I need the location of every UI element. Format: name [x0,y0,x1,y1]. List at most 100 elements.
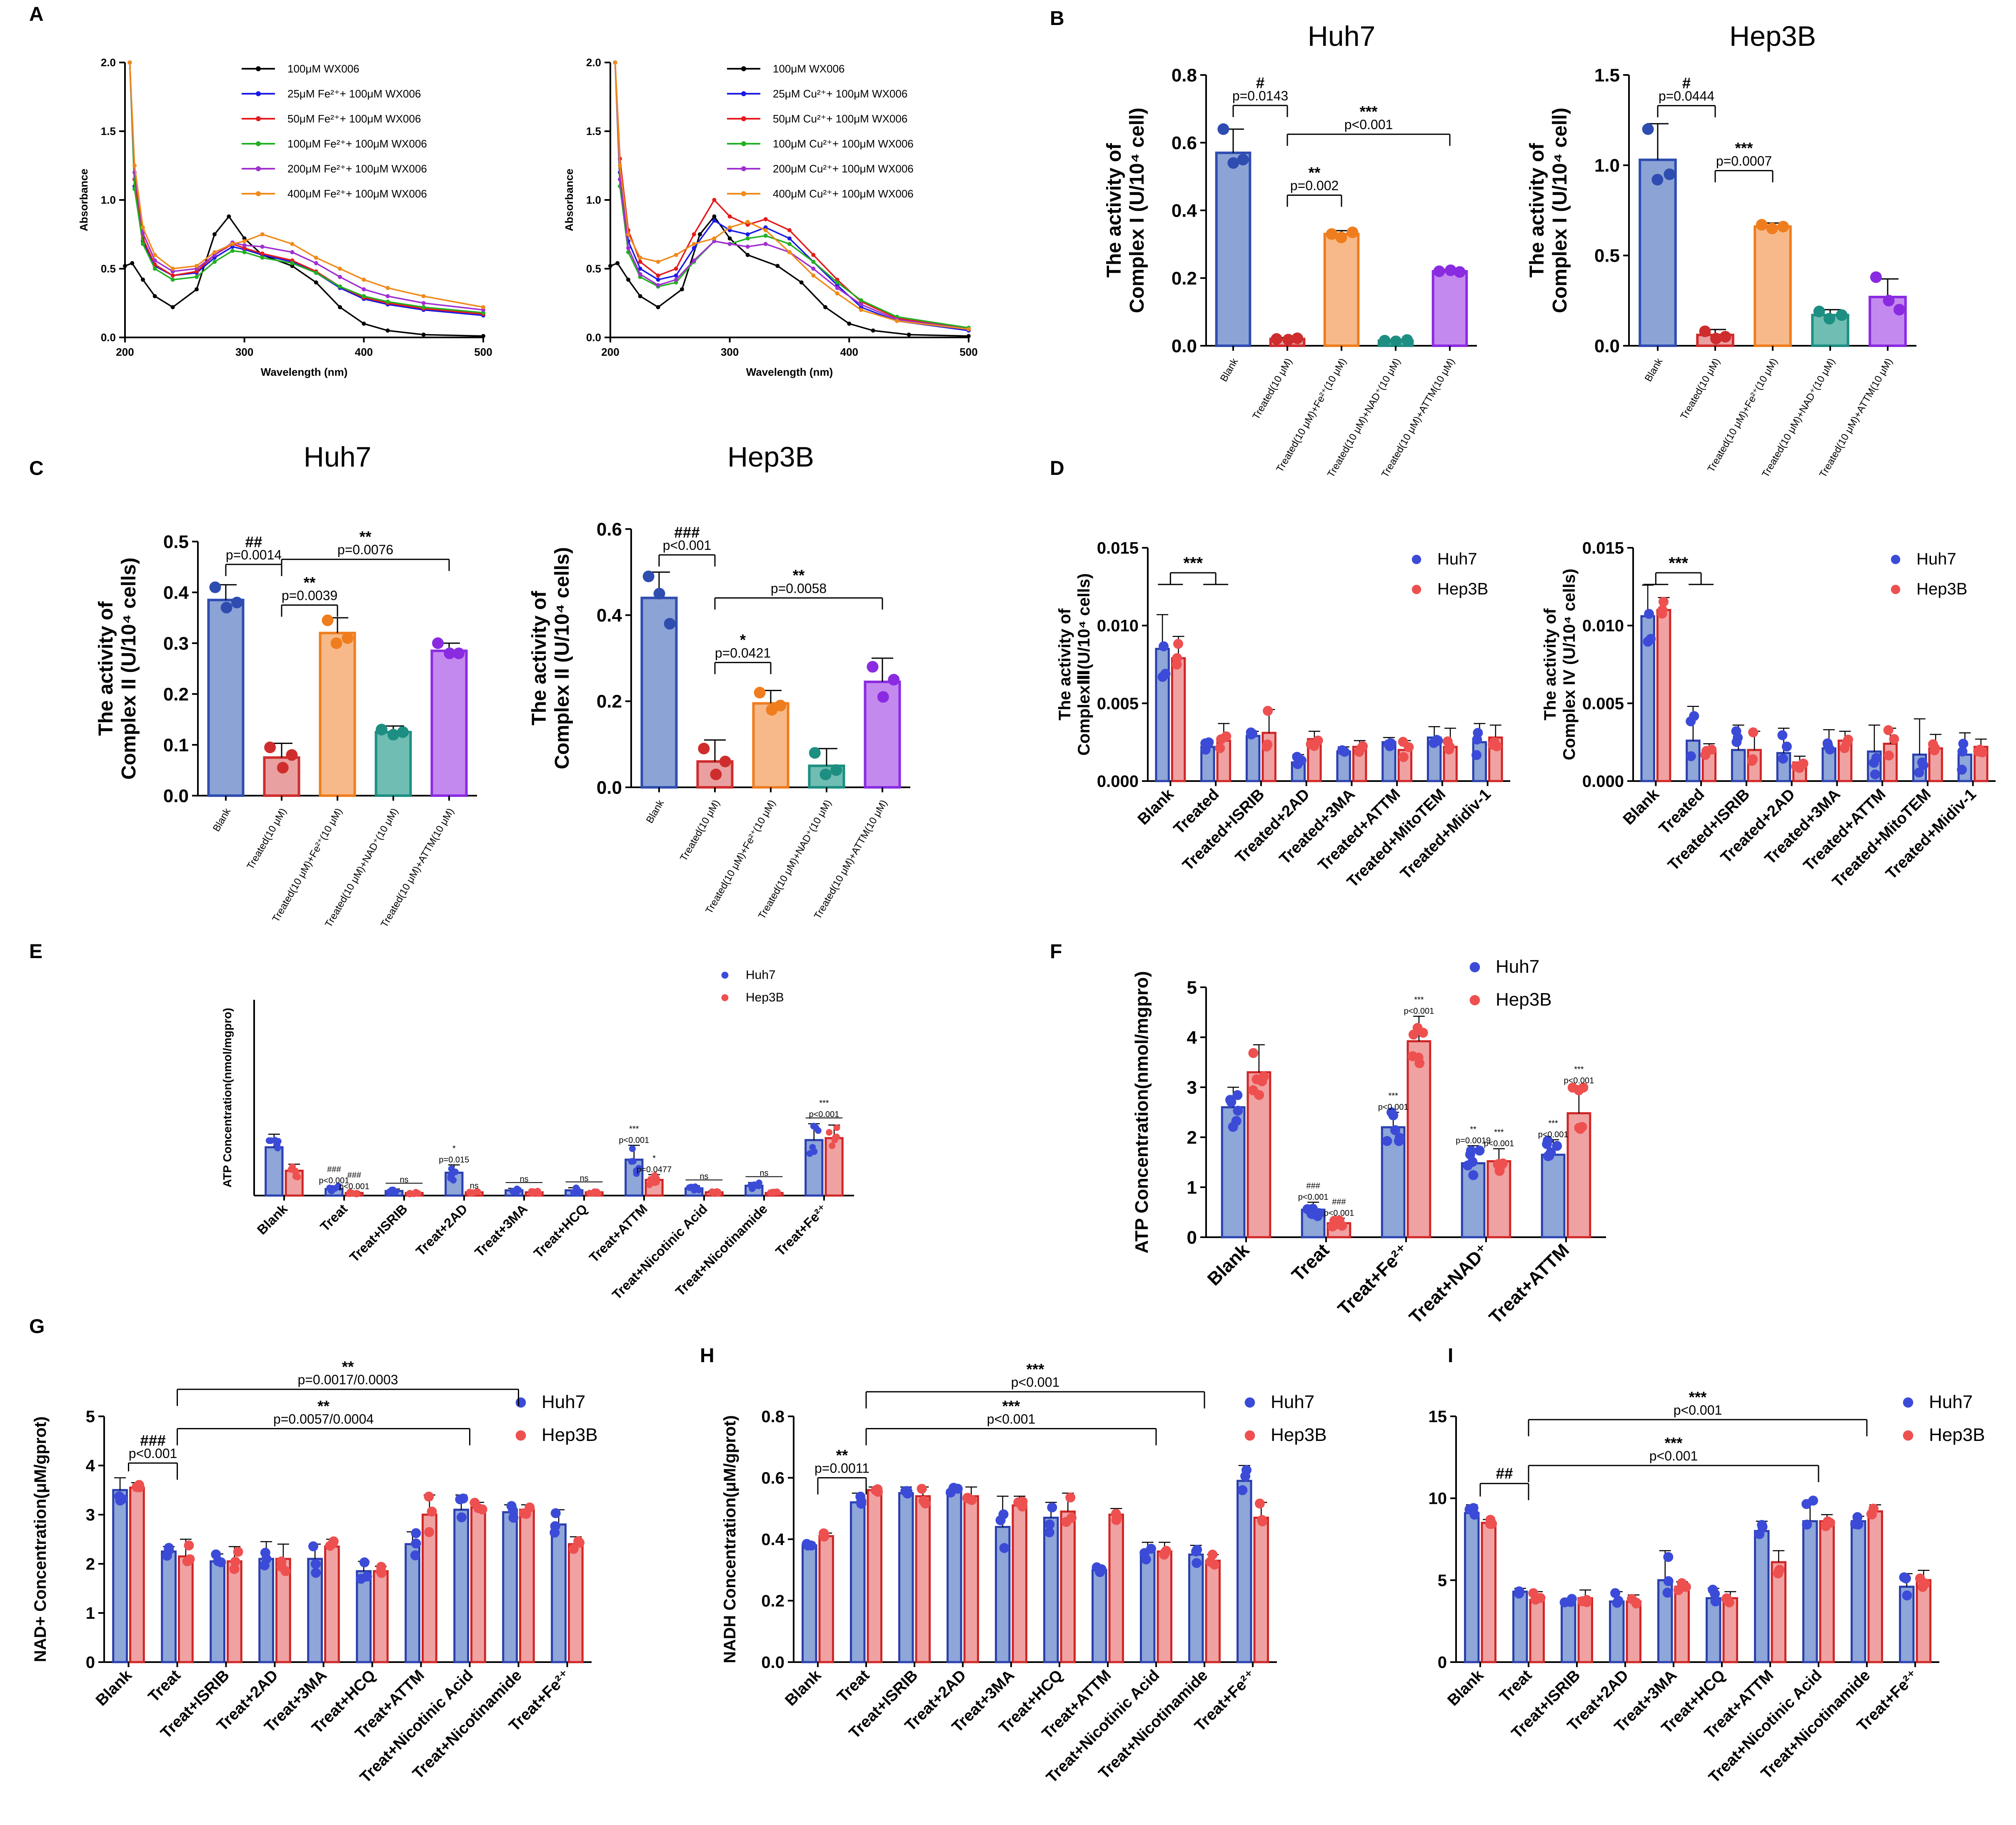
chart-e-data-point [353,1190,360,1197]
chart-d1-legend-label: Huh7 [1437,550,1477,568]
chart-a1-series-point [260,232,265,237]
chart-d2-y-axis-label: Complex IV (U/10⁴ cells) [1560,569,1579,760]
chart-f-sig-annotation: p<0.001 [1378,1103,1409,1112]
chart-g-data-point [573,1536,584,1546]
chart-e-data-point [826,1129,833,1136]
chart-d1-data-point [1473,728,1483,738]
chart-e-data-point [695,1186,702,1193]
chart-c1-y-tick-label: 0.5 [163,532,189,552]
chart-e-sig-annotation: ns [580,1174,588,1183]
chart-a1-series-point [338,305,342,310]
chart-e-x-tick-label: Blank [254,1201,290,1237]
chart-g-legend-marker [515,1397,526,1408]
chart-b2-data-point [1893,304,1905,316]
chart-c2-data-point [877,691,889,703]
chart-h-data-point [1067,1513,1077,1523]
chart-i-data-point [1485,1515,1496,1525]
chart-b1-y-axis-label: The activity of [1103,143,1125,278]
chart-f-data-point [1306,1208,1317,1219]
chart-h-bar-huh7 [1237,1480,1252,1663]
chart-b2-x-tick-label: Blank [1643,356,1665,384]
chart-h-data-point [819,1529,829,1539]
chart-h-data-point [1160,1547,1170,1558]
chart-f-x-tick-label: Treat+ATTM [1485,1240,1573,1328]
chart-e-data-point [448,1165,455,1172]
chart-d2-data-point [1883,725,1894,735]
chart-d2-sig-stars: *** [1669,554,1688,572]
chart-d2-data-point [1731,726,1741,736]
chart-d2-bar-hep3b [1656,609,1671,782]
chart-e-sig-annotation: *** [819,1099,829,1108]
chart-h-bar-hep3b [915,1495,931,1663]
chart-g-y-tick-label: 5 [86,1408,95,1426]
chart-g-bar-huh7 [453,1508,469,1663]
chart-f-data-point [1468,1170,1479,1180]
chart-d1-data-point [1404,742,1414,752]
chart-h-data-point [1096,1564,1107,1574]
chart-h-bar-huh7 [947,1489,962,1663]
chart-c2-p-value: p=0.0421 [715,645,771,660]
chart-a2-x-tick-label: 400 [840,346,858,358]
chart-h-y-tick-label: 0.6 [761,1469,784,1488]
chart-h-sig-stars: *** [1002,1398,1021,1415]
chart-d2-y-tick-label: 0.000 [1582,772,1624,791]
chart-a1-series-point [290,250,295,255]
chart-e-sig-annotation: ns [400,1175,408,1184]
chart-a2-series-point [626,232,630,237]
chart-f-data-point [1552,1141,1562,1151]
chart-b1-data-point [1454,266,1466,278]
chart-d2-y-tick-label: 0.015 [1582,539,1624,557]
chart-c2-y-tick-label: 0.0 [597,777,622,798]
chart-h-bar-huh7 [1092,1569,1107,1663]
chart-g-data-point [455,1494,465,1505]
chart-a2-series-point [763,217,768,222]
chart-g-sig-stars: ** [342,1358,354,1376]
chart-g-data-point [276,1556,287,1567]
chart-a2-series-point [763,242,768,246]
chart-a1-series-point [152,294,157,298]
chart-c1-y-axis-label: The activity of [95,601,117,736]
chart-g-data-point [261,1554,272,1564]
chart-g-bar-huh7 [405,1543,420,1663]
chart-h-p-value: p<0.001 [1011,1375,1060,1390]
chart-b2-data-point [1766,222,1778,235]
chart-h-y-tick-label: 0.8 [761,1408,784,1426]
chart-a1-series-point [242,243,247,247]
chart-a2-series-point [811,273,816,278]
chart-c1-p-value: p=0.0076 [337,542,393,557]
chart-f-data-point [1394,1136,1404,1146]
chart-g-x-tick-label: Blank [92,1666,135,1709]
chart-i-data-point [1710,1596,1721,1607]
chart-e-data-point [407,1190,415,1197]
chart-a2-series-point [613,60,617,65]
chart-e-sig-annotation: p<0.001 [809,1110,839,1119]
chart-b2-x-tick-label: Treated(10 μM)+Fe²⁺(10 μM) [1705,357,1780,474]
chart-i-y-tick-label: 10 [1429,1490,1447,1508]
chart-b2-y-axis-label: Complex I (U/10⁴ cell) [1549,107,1571,313]
chart-g-data-point [550,1508,561,1518]
chart-a1-series-point [130,261,135,265]
chart-i-data-point [1528,1588,1539,1598]
chart-i-data-point [1757,1522,1768,1532]
chart-i-data-point [1663,1552,1674,1562]
chart-i-bar-hep3b [1481,1522,1496,1663]
chart-h-data-point [1254,1498,1265,1509]
chart-f-data-point [1232,1090,1243,1100]
chart-g-data-point [162,1550,172,1561]
chart-f-data-point [1248,1048,1259,1058]
chart-g-data-point [424,1527,435,1537]
chart-d2-data-point [1686,751,1696,761]
chart-a2-series-point [787,242,792,246]
chart-g-bar-hep3b [178,1555,194,1663]
chart-g-p-value: p=0.0057/0.0004 [273,1412,374,1427]
chart-f-legend-label: Huh7 [1496,956,1539,977]
chart-h-bar-hep3b [867,1489,882,1663]
chart-f-sig-annotation: *** [1388,1091,1398,1101]
chart-a2-series-point [638,267,642,271]
chart-f-sig-annotation: *** [1574,1065,1584,1074]
chart-e-sig-annotation: * [452,1144,456,1153]
chart-g-data-point [182,1556,192,1566]
chart-d2-legend-label: Hep3B [1916,580,1967,598]
chart-b1-data-point [1291,332,1303,345]
chart-a2-series-point [745,236,750,241]
